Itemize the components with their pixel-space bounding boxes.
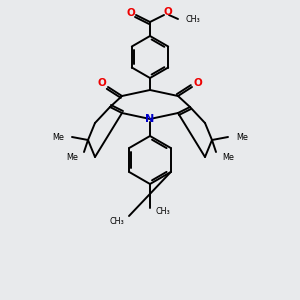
Text: O: O xyxy=(194,78,202,88)
Text: Me: Me xyxy=(222,152,234,161)
Text: CH₃: CH₃ xyxy=(109,217,124,226)
Text: N: N xyxy=(146,114,154,124)
Text: O: O xyxy=(164,7,172,17)
Text: O: O xyxy=(127,8,135,18)
Text: CH₃: CH₃ xyxy=(186,14,201,23)
Text: CH₃: CH₃ xyxy=(155,208,170,217)
Text: O: O xyxy=(98,78,106,88)
Text: Me: Me xyxy=(52,133,64,142)
Text: Me: Me xyxy=(66,152,78,161)
Text: Me: Me xyxy=(236,133,248,142)
